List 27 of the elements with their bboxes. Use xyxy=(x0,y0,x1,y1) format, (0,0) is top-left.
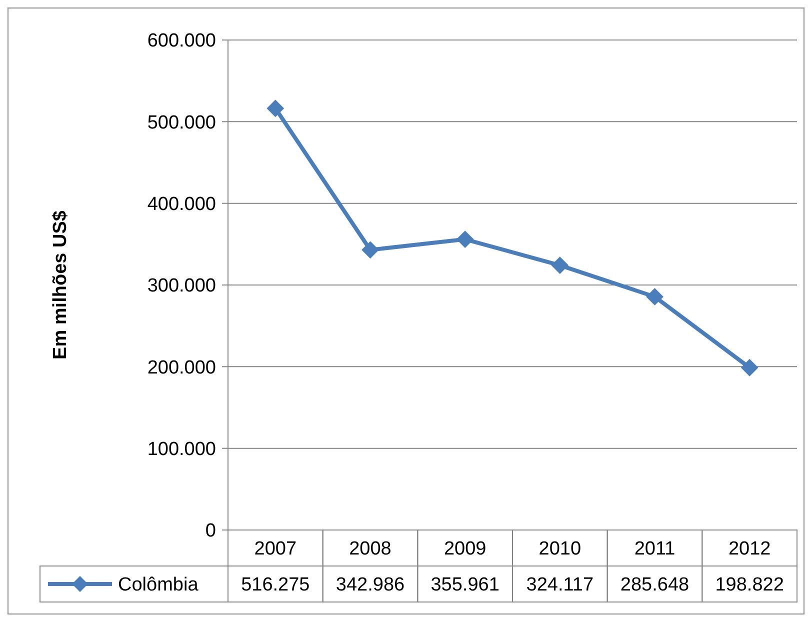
data-label: 355.961 xyxy=(430,574,500,596)
y-tick-label: 300.000 xyxy=(147,276,216,297)
legend-label: Colômbia xyxy=(118,574,199,596)
point xyxy=(456,230,474,248)
point xyxy=(646,288,664,306)
x-tick-label: 2008 xyxy=(349,538,392,560)
y-tick-label: 100.000 xyxy=(147,438,216,460)
data-label: 324.117 xyxy=(526,574,594,596)
data-label: 342.986 xyxy=(336,574,405,596)
y-axis-title: Em milhões US$ xyxy=(50,210,71,360)
data-label: 198.822 xyxy=(715,574,784,596)
y-tick-label: 0 xyxy=(205,520,216,542)
data-label: 516.275 xyxy=(241,574,310,596)
y-tick-label: 400.000 xyxy=(147,194,216,215)
point xyxy=(551,256,568,274)
point xyxy=(741,359,758,376)
y-tick-label: 200.000 xyxy=(147,357,216,378)
x-tick-label: 2007 xyxy=(254,538,297,560)
y-tick-label: 500.000 xyxy=(147,112,216,134)
x-tick-label: 2009 xyxy=(444,538,486,560)
y-tick-label: 600.000 xyxy=(147,30,216,52)
x-tick-label: 2010 xyxy=(538,538,582,560)
point xyxy=(266,100,284,117)
data-label: 285.648 xyxy=(620,574,690,596)
x-tick-label: 2012 xyxy=(728,538,771,560)
x-tick-label: 2011 xyxy=(634,538,676,560)
point xyxy=(362,241,379,258)
